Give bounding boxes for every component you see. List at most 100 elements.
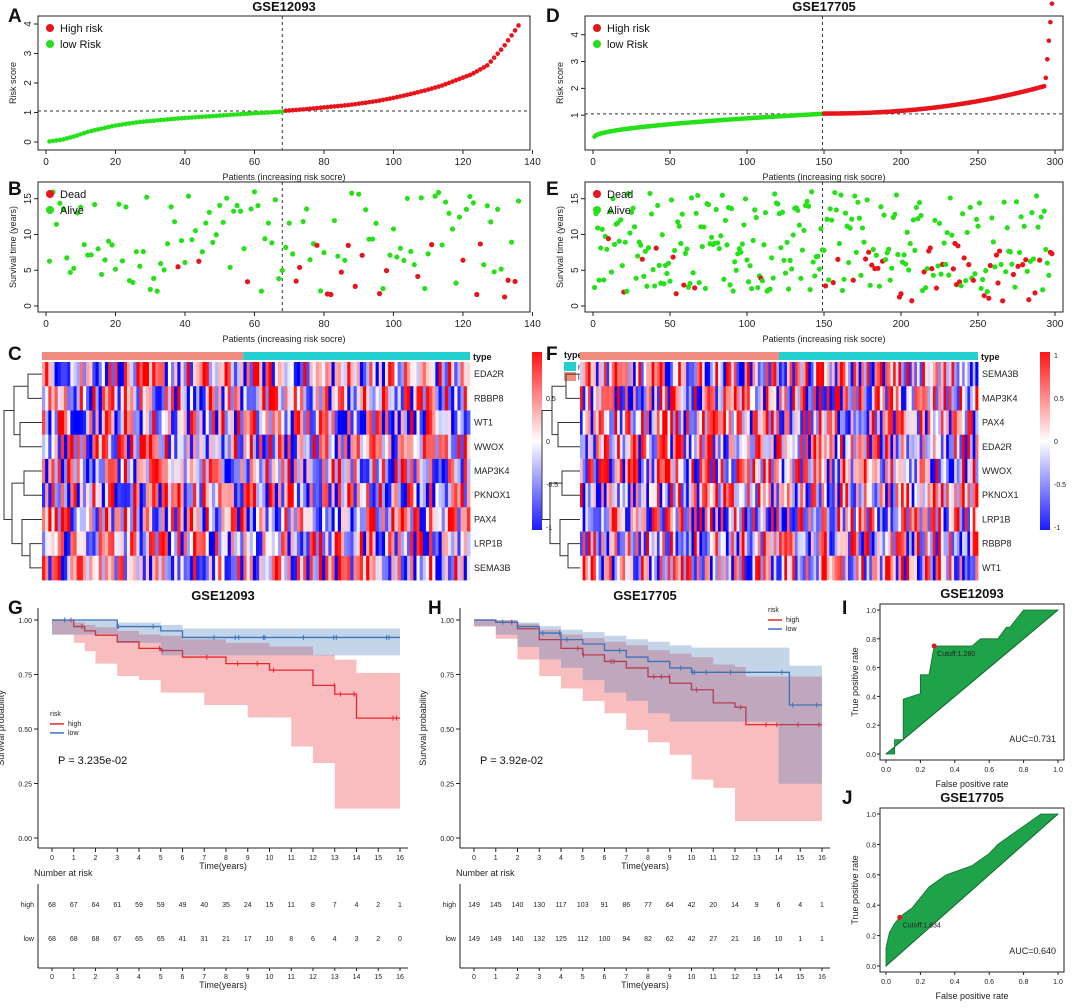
heatmap-cell bbox=[218, 434, 222, 460]
low-risk-point bbox=[175, 116, 181, 121]
heatmap-cell bbox=[186, 458, 191, 484]
heatmap-cell bbox=[728, 507, 732, 532]
heatmap-cell bbox=[375, 434, 380, 460]
heatmap-cell bbox=[293, 507, 298, 532]
heatmap-cell bbox=[800, 531, 804, 557]
x-tick-label: 8 bbox=[646, 855, 650, 862]
alive-point bbox=[824, 216, 830, 222]
heatmap-cell bbox=[760, 386, 764, 411]
alive-point bbox=[631, 224, 638, 230]
heatmap-cell bbox=[959, 410, 963, 436]
heatmap-cell bbox=[422, 434, 427, 460]
risk-count-high: 15 bbox=[266, 902, 274, 909]
heatmap-cell bbox=[353, 507, 358, 532]
heatmap-cell bbox=[356, 410, 361, 436]
alive-point bbox=[390, 226, 397, 232]
heatmap-cell bbox=[962, 458, 966, 484]
heatmap-cell bbox=[792, 458, 796, 484]
legend-high-label: high bbox=[786, 617, 799, 624]
heatmap-cell bbox=[603, 458, 607, 484]
heatmap-cell bbox=[611, 410, 615, 436]
heatmap-cell bbox=[601, 410, 605, 436]
heatmap-cell bbox=[233, 362, 238, 387]
heatmap-cell bbox=[271, 410, 276, 436]
heatmap-cell bbox=[108, 483, 112, 508]
heatmap-cell bbox=[183, 483, 188, 508]
low-risk-point bbox=[68, 135, 73, 140]
heatmap-cell bbox=[186, 483, 191, 508]
alive-point bbox=[769, 255, 775, 261]
heatmap-cell bbox=[89, 531, 93, 557]
heatmap-cell bbox=[123, 483, 128, 508]
heatmap-cell bbox=[747, 434, 751, 460]
heatmap-cell bbox=[797, 483, 801, 508]
heatmap-cell bbox=[771, 507, 775, 532]
risk-x-tick-label: 1 bbox=[72, 974, 76, 981]
x-tick-label: 250 bbox=[970, 157, 987, 168]
alive-point bbox=[784, 239, 790, 245]
heatmap-cell bbox=[126, 507, 131, 532]
heatmap-cell bbox=[98, 531, 103, 557]
alive-point bbox=[283, 244, 289, 250]
heatmap-cell bbox=[654, 434, 658, 460]
alive-point bbox=[913, 204, 920, 211]
heatmap-cell bbox=[388, 483, 392, 508]
alive-point bbox=[46, 258, 53, 264]
heatmap-cell bbox=[101, 434, 106, 460]
heatmap-cell bbox=[683, 410, 687, 436]
p-value: P = 3.235e-02 bbox=[58, 755, 127, 767]
heatmap-cell bbox=[659, 507, 663, 532]
dead-point bbox=[909, 298, 915, 304]
heatmap-cell bbox=[847, 531, 852, 557]
heatmap-cell bbox=[792, 410, 796, 436]
heatmap-cell bbox=[123, 531, 128, 557]
heatmap-cell bbox=[287, 483, 292, 508]
heatmap-cell bbox=[70, 362, 74, 387]
heatmap-cell bbox=[765, 458, 769, 484]
heatmap-cell bbox=[638, 410, 642, 436]
heatmap-cell bbox=[463, 555, 468, 581]
heatmap-cell bbox=[334, 362, 339, 387]
heatmap-cell bbox=[70, 386, 74, 411]
heatmap-cell bbox=[710, 483, 714, 508]
low-risk-point bbox=[50, 138, 56, 144]
heatmap-cell bbox=[400, 458, 405, 484]
high-risk-point bbox=[457, 76, 462, 82]
risk-x-tick-label: 12 bbox=[309, 974, 317, 981]
heatmap-cell bbox=[281, 531, 285, 557]
heatmap-cell bbox=[962, 555, 966, 581]
heatmap-cell bbox=[271, 555, 276, 581]
high-risk-point bbox=[481, 65, 487, 70]
heatmap-cell bbox=[303, 458, 307, 484]
heatmap-cell bbox=[916, 555, 921, 581]
high-risk-point bbox=[366, 99, 372, 105]
x-axis-label: Time(years) bbox=[621, 861, 669, 871]
heatmap-cell bbox=[278, 483, 282, 508]
x-axis-label: Patients (increasing risk socre) bbox=[762, 334, 885, 344]
heatmap-cell bbox=[688, 555, 692, 581]
risk-count-low: 82 bbox=[644, 936, 652, 943]
heatmap-cell bbox=[760, 507, 764, 532]
heatmap-cell bbox=[606, 555, 610, 581]
heatmap-cell bbox=[183, 531, 188, 557]
heatmap-cell bbox=[463, 507, 468, 532]
heatmap-cell bbox=[385, 555, 389, 581]
heatmap-cell bbox=[353, 555, 358, 581]
x-tick-label: 12 bbox=[731, 855, 739, 862]
heatmap-cell bbox=[344, 362, 348, 387]
heatmap-cell bbox=[95, 386, 100, 411]
heatmap-cell bbox=[322, 434, 326, 460]
heatmap-cell bbox=[171, 483, 175, 508]
risk-x-axis-label: Time(years) bbox=[199, 980, 247, 990]
dead-point bbox=[869, 262, 875, 268]
heatmap-cell bbox=[331, 410, 336, 436]
heatmap-cell bbox=[252, 410, 257, 436]
heatmap-cell bbox=[691, 362, 695, 387]
heatmap-cell bbox=[441, 386, 446, 411]
heatmap-cell bbox=[359, 483, 364, 508]
heatmap-cell bbox=[792, 507, 796, 532]
heatmap-cell bbox=[243, 362, 247, 387]
high-risk-point bbox=[484, 63, 490, 68]
heatmap-cell bbox=[853, 555, 857, 581]
heatmap-cell bbox=[964, 362, 968, 387]
